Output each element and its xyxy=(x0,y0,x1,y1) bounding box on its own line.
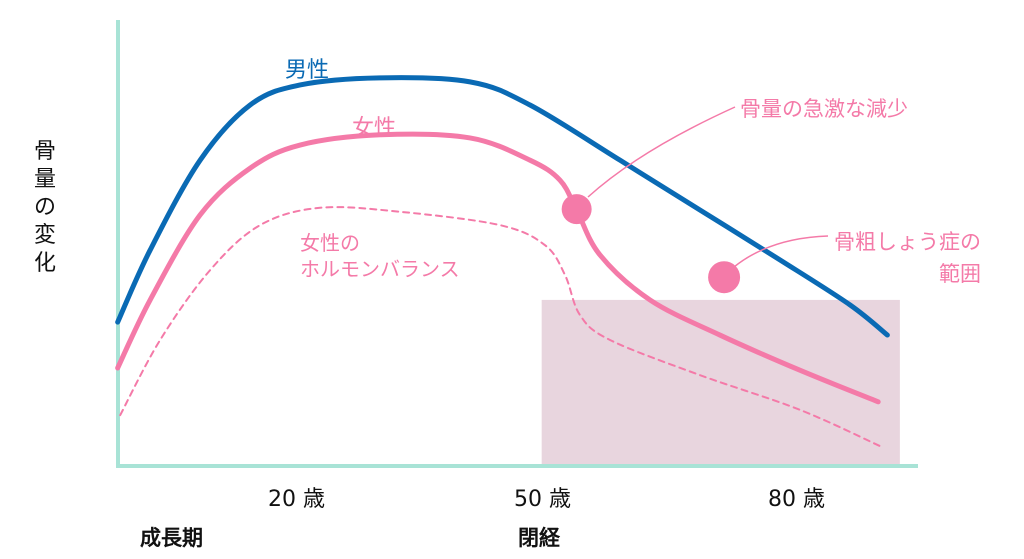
hormone-balance-line xyxy=(119,206,884,449)
rapid-decrease-label: 骨量の急激な減少 xyxy=(740,97,908,121)
osteoporosis-label-line: 範囲 xyxy=(939,262,981,286)
rapid-decrease-marker xyxy=(561,194,592,225)
osteoporosis-label: 骨粗しょう症の 範囲 xyxy=(834,226,981,290)
male-line xyxy=(115,75,890,338)
x-tick-80: 80 歳 xyxy=(768,487,825,512)
y-label-char: の xyxy=(33,195,56,220)
female-label: 女性 xyxy=(352,116,397,141)
male-label: 男性 xyxy=(285,58,330,83)
female-line xyxy=(115,131,881,405)
growth-period-label: 成長期 xyxy=(140,526,203,550)
y-label-char: 量 xyxy=(33,167,56,192)
x-tick-50: 50 歳 xyxy=(514,487,571,512)
y-label-char: 骨 xyxy=(33,139,56,164)
y-axis-label: 骨 量 の 変 化 xyxy=(30,138,60,278)
y-label-char: 化 xyxy=(33,251,56,276)
osteoporosis-label-line: 骨粗しょう症の xyxy=(834,230,981,254)
osteoporosis-marker xyxy=(708,261,741,294)
hormone-label: 女性の ホルモンバランス xyxy=(300,230,460,282)
y-label-char: 変 xyxy=(33,223,56,248)
rapid-decrease-leader xyxy=(587,106,736,198)
menopause-label: 閉経 xyxy=(518,526,560,550)
hormone-label-line: ホルモンバランス xyxy=(300,257,460,281)
osteoporosis-leader xyxy=(733,235,829,268)
x-tick-20: 20 歳 xyxy=(268,487,325,512)
hormone-label-line: 女性の xyxy=(300,231,360,255)
